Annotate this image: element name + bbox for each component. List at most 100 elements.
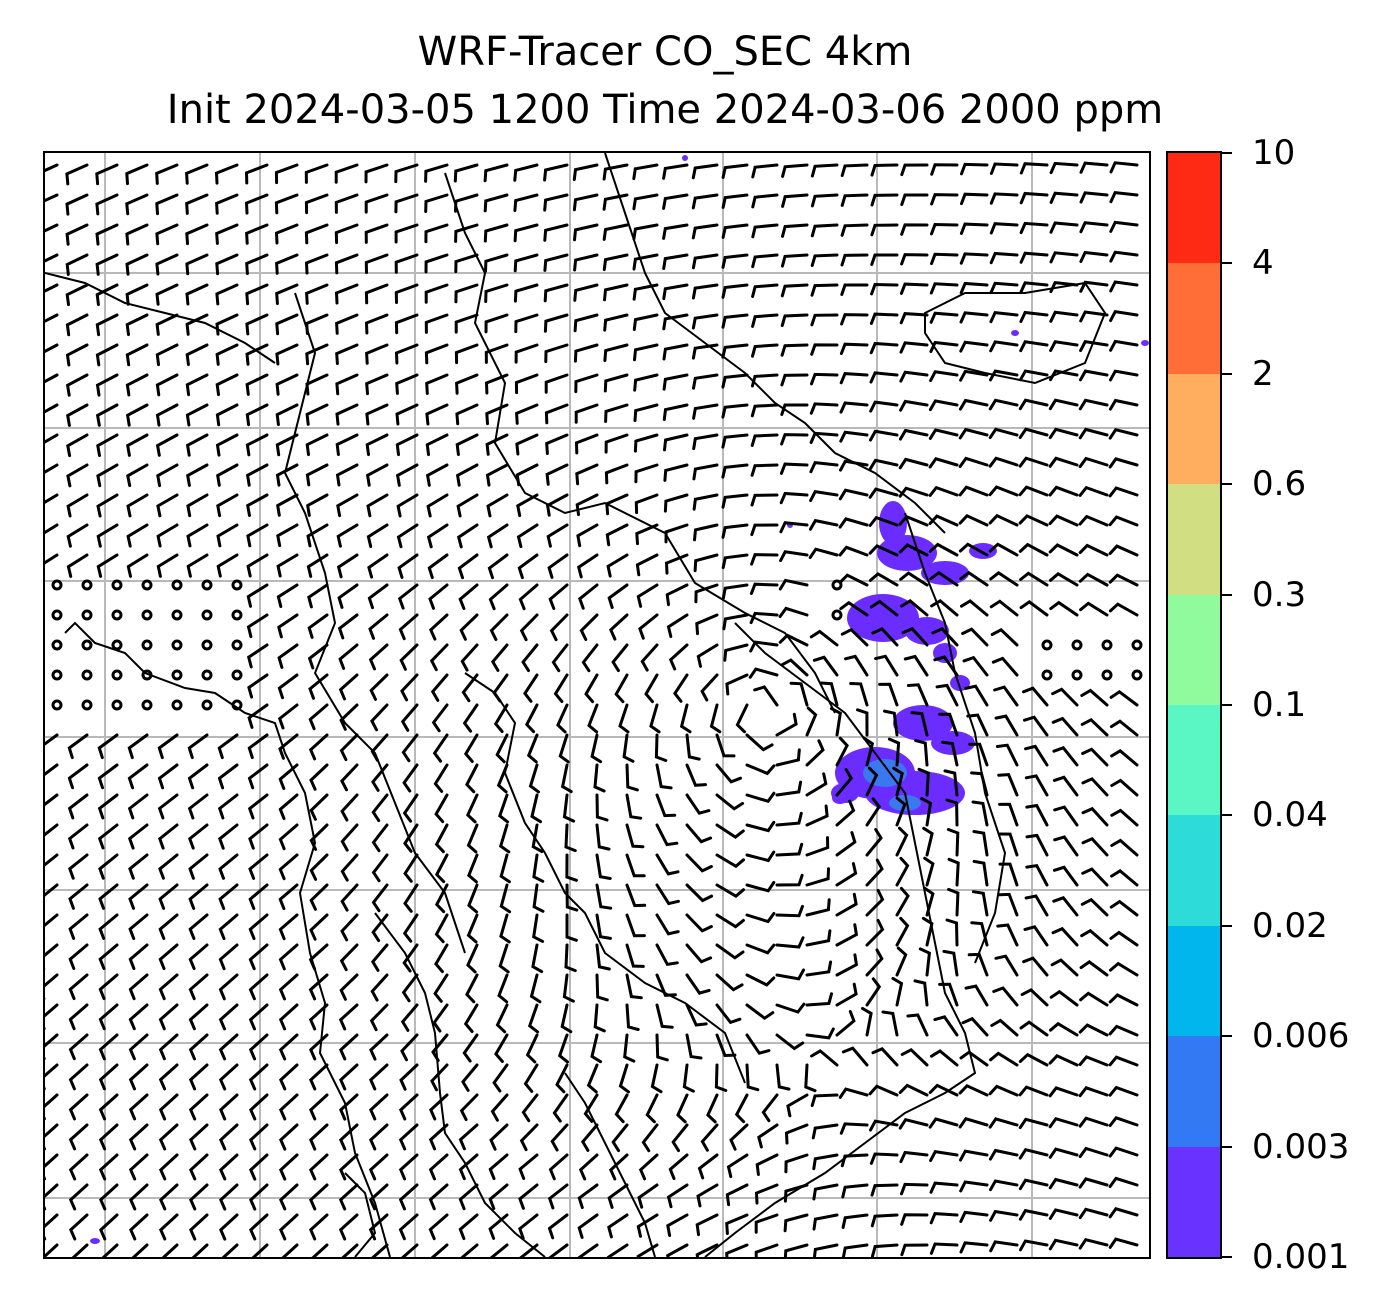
wind-barb [786, 1093, 809, 1118]
plume-patch [921, 561, 969, 585]
wind-barb [218, 1153, 239, 1181]
wind-barb [527, 1003, 540, 1034]
wind-barb [98, 1213, 119, 1241]
wind-barb [400, 1033, 419, 1062]
wind-barb [581, 643, 599, 673]
wind-barb [761, 1093, 779, 1123]
wind-barb [805, 898, 831, 917]
wind-barb [158, 1183, 179, 1211]
wind-barb [98, 1123, 119, 1151]
calm-wind-marker [171, 669, 183, 681]
wind-barb [369, 1033, 389, 1061]
wind-barb [808, 518, 839, 531]
wind-barb [573, 223, 599, 242]
wind-barb [784, 1153, 809, 1174]
wind-barb [215, 253, 239, 276]
wind-barb [485, 403, 509, 426]
wind-barb [726, 1153, 749, 1179]
wind-barb [309, 853, 329, 881]
wind-barb [805, 929, 832, 947]
wind-barb [68, 1033, 89, 1061]
wind-barb [734, 1093, 749, 1124]
wind-barb [45, 943, 59, 970]
wind-barb [750, 553, 779, 566]
wind-barb [899, 1150, 929, 1164]
wind-barb [278, 973, 299, 1001]
wind-barb [513, 253, 539, 273]
wind-barb [45, 463, 59, 474]
wind-barb [1053, 835, 1079, 857]
wind-barb [754, 1213, 779, 1234]
wind-barb [45, 823, 59, 837]
wind-barb [488, 1183, 509, 1210]
wind-barb [402, 793, 419, 823]
calm-wind-marker [81, 579, 93, 591]
map-panel[interactable] [43, 151, 1151, 1259]
wind-barb [715, 1003, 742, 1025]
wind-barb [247, 673, 269, 699]
wind-barb [483, 223, 509, 243]
wind-barb [958, 542, 989, 557]
wind-barb [691, 193, 719, 210]
wind-barb [248, 1153, 269, 1181]
wind-barb [157, 763, 179, 790]
wind-barb [632, 253, 659, 271]
wind-barb [586, 1063, 599, 1094]
wind-barb [248, 1183, 269, 1211]
wind-barb [625, 823, 645, 849]
wind-barb [398, 1093, 419, 1121]
wind-barb [453, 163, 479, 183]
wind-barb [865, 918, 885, 947]
wind-barb [959, 222, 989, 235]
wind-barb [1024, 774, 1049, 797]
wind-barb [251, 1243, 269, 1257]
colorbar-tick [1222, 924, 1232, 927]
wind-barb [185, 313, 209, 336]
wind-barb [460, 1243, 479, 1257]
coastline [704, 622, 977, 1257]
wind-barb [603, 313, 629, 332]
wind-barb [68, 1063, 89, 1091]
wind-barb [625, 973, 643, 1000]
wind-barb [725, 1213, 749, 1235]
wind-barb [750, 373, 779, 388]
wind-barb [685, 823, 713, 844]
wind-barb [780, 403, 809, 416]
wind-barb [307, 583, 329, 609]
wind-barb [625, 853, 646, 878]
wind-barb [638, 613, 659, 640]
wind-barb [335, 403, 359, 426]
colorbar-tick [1222, 704, 1232, 706]
wind-barb [490, 643, 509, 672]
wind-barb [1079, 601, 1109, 617]
wind-barb [245, 253, 269, 275]
wind-barb [486, 493, 509, 518]
wind-barb [1108, 544, 1139, 557]
wind-barb [1108, 1055, 1139, 1067]
wind-barb [277, 673, 299, 700]
wind-barb [465, 763, 479, 794]
wind-barb [971, 800, 989, 827]
wind-barb [898, 543, 929, 557]
wind-barb [614, 673, 629, 704]
wind-barb [900, 1243, 929, 1257]
wind-barb [921, 916, 934, 947]
wind-barb [311, 1243, 329, 1257]
colorbar-band [1168, 925, 1220, 1037]
wind-barb [1051, 716, 1079, 737]
wind-barb [308, 943, 329, 971]
wind-barb [307, 643, 329, 670]
wind-barb [278, 763, 299, 790]
wind-barb [547, 1213, 569, 1240]
wind-barb [428, 583, 449, 610]
wind-barb [839, 430, 869, 443]
wind-barb [519, 613, 539, 642]
wind-barb [248, 1063, 269, 1091]
wind-barb [779, 462, 809, 475]
wind-barb [721, 583, 749, 600]
wind-barb [929, 311, 959, 324]
wind-barb [881, 1010, 899, 1037]
wind-barb [625, 793, 643, 820]
wind-barb [780, 313, 809, 328]
wind-barb [750, 463, 779, 477]
